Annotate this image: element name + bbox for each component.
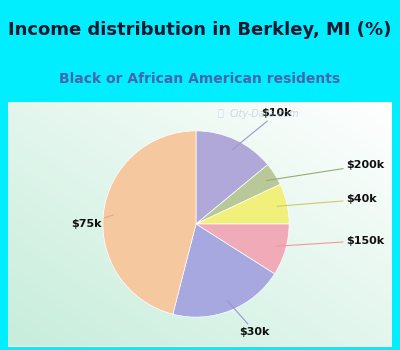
Text: Black or African American residents: Black or African American residents bbox=[60, 72, 340, 86]
Wedge shape bbox=[196, 164, 280, 224]
Text: City-Data.com: City-Data.com bbox=[230, 109, 300, 119]
Wedge shape bbox=[196, 131, 268, 224]
Text: $30k: $30k bbox=[228, 301, 270, 337]
Text: $10k: $10k bbox=[232, 108, 292, 149]
Wedge shape bbox=[196, 224, 289, 274]
Text: $150k: $150k bbox=[276, 236, 384, 246]
Text: ⓘ: ⓘ bbox=[218, 107, 224, 118]
Text: Income distribution in Berkley, MI (%): Income distribution in Berkley, MI (%) bbox=[8, 21, 392, 40]
Text: $200k: $200k bbox=[266, 160, 384, 181]
Wedge shape bbox=[103, 131, 196, 314]
Text: $75k: $75k bbox=[72, 215, 114, 229]
Wedge shape bbox=[173, 224, 275, 317]
Wedge shape bbox=[196, 184, 289, 224]
Text: $40k: $40k bbox=[277, 195, 376, 206]
